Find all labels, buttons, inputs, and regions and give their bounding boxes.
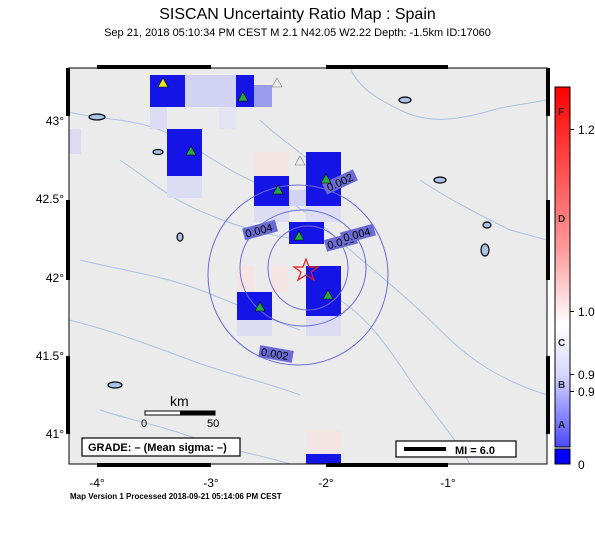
scale-bar: km 0 50 bbox=[141, 393, 219, 430]
station-triangle bbox=[322, 289, 334, 300]
station-triangle bbox=[272, 184, 284, 195]
scale-tick-0: 0 bbox=[141, 418, 147, 430]
colorbar-values: 1.2 1.0 0.9 0.9 0 bbox=[578, 123, 595, 472]
station-triangle bbox=[320, 173, 332, 184]
lon-label: -1° bbox=[440, 476, 456, 490]
station-triangle bbox=[294, 155, 306, 166]
lon-label: -2° bbox=[318, 476, 334, 490]
grade-letter-c: C bbox=[558, 338, 565, 349]
station-triangle bbox=[271, 77, 283, 88]
lat-label: 43° bbox=[45, 114, 64, 128]
colorbar-zero-swatch bbox=[554, 448, 571, 465]
mi-legend-box bbox=[395, 440, 517, 458]
station-triangle bbox=[185, 145, 197, 156]
scale-unit: km bbox=[170, 393, 189, 409]
lat-label: 41° bbox=[45, 427, 64, 441]
station-triangle bbox=[254, 301, 266, 312]
lat-label: 41.5° bbox=[35, 349, 64, 363]
station-triangle bbox=[237, 91, 249, 102]
contour-label: 0.002 bbox=[260, 346, 289, 363]
colorbar-value: 0.9 bbox=[578, 368, 595, 382]
stations bbox=[157, 77, 334, 312]
lat-label: 42° bbox=[45, 271, 64, 285]
event-info: Sep 21, 2018 05:10:34 PM CEST M 2.1 N42.… bbox=[104, 27, 491, 39]
colorbar-value: 0 bbox=[578, 458, 585, 472]
station-triangle bbox=[157, 77, 169, 88]
grade-letter-a: A bbox=[558, 420, 565, 431]
grade-letter-d: D bbox=[558, 214, 565, 225]
scale-tick-50: 50 bbox=[207, 418, 219, 430]
uncertainty-cells bbox=[69, 75, 341, 464]
station-triangle bbox=[293, 230, 305, 241]
lat-label: 42.5° bbox=[35, 192, 64, 206]
grade-letter-f: F bbox=[558, 107, 564, 118]
colorbar-value: 1.0 bbox=[578, 305, 595, 319]
epicenter-star-icon bbox=[292, 257, 320, 282]
lon-label: -3° bbox=[203, 476, 219, 490]
processing-footer: Map Version 1 Processed 2018-09-21 05:14… bbox=[70, 492, 282, 501]
frame-ticks bbox=[66, 65, 550, 467]
colorbar bbox=[554, 86, 571, 448]
grade-letter-b: B bbox=[558, 380, 565, 391]
colorbar-value: 0.9 bbox=[578, 385, 595, 399]
contour-lines bbox=[207, 184, 389, 366]
grade-box bbox=[81, 437, 241, 457]
grade-text: GRADE: – (Mean sigma: –) bbox=[88, 442, 227, 454]
lakes bbox=[88, 96, 492, 389]
colorbar-letters: F D C B A bbox=[558, 107, 565, 431]
mi-legend-text: MI = 6.0 bbox=[455, 445, 495, 457]
colorbar-value: 1.2 bbox=[578, 123, 595, 137]
colorbar-ticks bbox=[570, 129, 574, 392]
lon-label: -4° bbox=[89, 476, 105, 490]
map-title: SISCAN Uncertainty Ratio Map : Spain bbox=[159, 6, 436, 23]
